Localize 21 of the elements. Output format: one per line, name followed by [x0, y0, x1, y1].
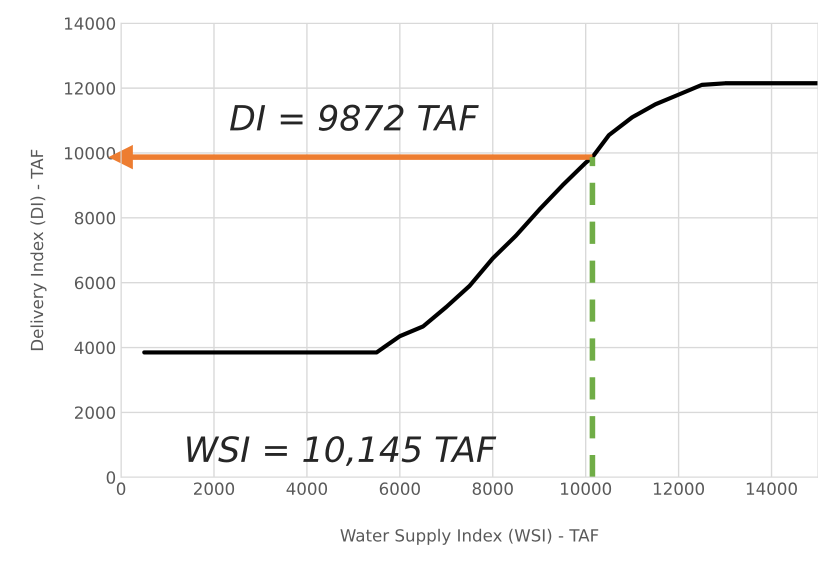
y-axis-title: Delivery Index (DI) - TAF	[30, 150, 47, 350]
x-tick-label: 10000	[561, 482, 612, 495]
x-tick-label: 12000	[654, 482, 704, 495]
y-tick-label: 14000	[65, 17, 116, 30]
y-tick-label: 10000	[65, 146, 116, 160]
ref-line-label: DI = 9872 TAF	[230, 104, 479, 131]
x-tick-label: 0	[116, 482, 126, 495]
ref-line-label: WSI = 10,145 TAF	[187, 436, 496, 466]
x-tick-label: 6000	[380, 482, 420, 495]
x-tick-label: 2000	[194, 482, 234, 495]
x-tick-label: 14000	[746, 482, 797, 495]
y-tick-label: 12000	[65, 82, 116, 95]
y-tick-label: 2000	[75, 406, 116, 419]
line-series	[142, 81, 818, 354]
x-tick-label: 4000	[286, 482, 328, 495]
y-tick-label: 4000	[74, 342, 116, 354]
y-tick-label: 0	[106, 471, 116, 484]
x-tick-label: 8000	[472, 482, 513, 495]
y-tick-label: 6000	[74, 276, 116, 290]
x-axis-title: Water Supply Index (WSI) - TAF	[340, 528, 598, 545]
y-tick-label: 8000	[74, 212, 116, 224]
